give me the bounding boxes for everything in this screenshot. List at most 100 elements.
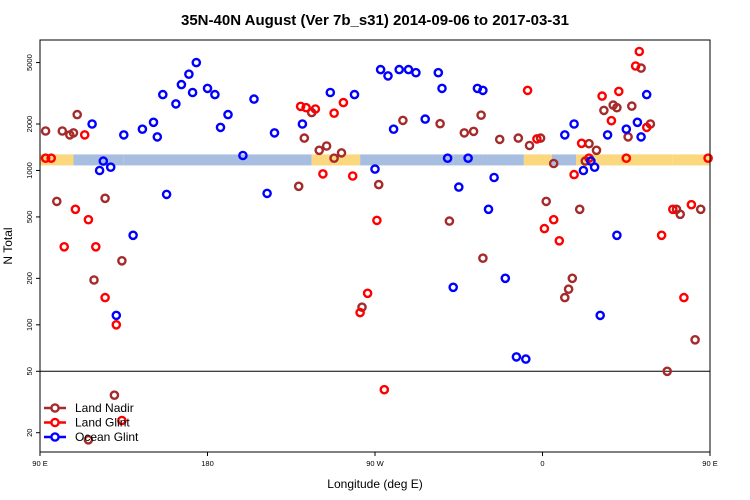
data-point (435, 118, 445, 129)
band-segment-land (523, 154, 552, 166)
band-segment-ocean (551, 154, 576, 166)
data-point (89, 275, 99, 285)
data-point (94, 165, 105, 176)
data-point (191, 57, 202, 68)
y-tick-label: 50 (25, 367, 34, 375)
data-point (554, 235, 565, 246)
x-tick-label: 180 (201, 459, 214, 468)
data-point (373, 179, 384, 190)
data-point (478, 85, 488, 96)
data-point (463, 153, 473, 163)
band-segment-ocean (360, 154, 454, 166)
data-point (117, 255, 127, 266)
data-point (614, 86, 624, 97)
y-axis: 20 50 100 200 500 1000 2000 5000 (25, 54, 40, 437)
data-point (668, 204, 678, 215)
data-point (215, 122, 226, 133)
y-axis-label: N Total (1, 227, 15, 264)
data-point (599, 105, 609, 116)
data-point (459, 128, 470, 138)
data-point (695, 204, 706, 215)
band-segment-land (311, 154, 361, 166)
data-point (117, 415, 127, 426)
data-point (630, 61, 641, 71)
data-point (111, 310, 122, 321)
data-point (137, 124, 148, 134)
data-point (602, 130, 613, 140)
data-point (336, 148, 347, 158)
data-point (476, 110, 486, 120)
data-point (522, 85, 533, 96)
data-point (91, 241, 101, 252)
data-point (483, 204, 494, 215)
data-point (489, 172, 499, 183)
data-point (563, 284, 574, 295)
data-point (325, 87, 336, 98)
data-point (238, 150, 248, 161)
data-point (420, 114, 431, 124)
data-point (210, 89, 220, 100)
band-segment-ocean (123, 154, 312, 166)
points-layer (40, 46, 713, 445)
data-point (560, 130, 570, 140)
data-point (632, 117, 643, 128)
series-1 (40, 46, 713, 426)
data-point (388, 124, 399, 134)
data-point (310, 104, 321, 114)
data-point (293, 181, 304, 192)
x-tick-label: 90 E (702, 459, 717, 468)
series-2 (87, 57, 652, 364)
data-point (394, 64, 405, 75)
data-point (148, 117, 159, 128)
data-point (584, 138, 594, 149)
x-tick-label: 0 (540, 459, 544, 468)
data-point (636, 132, 646, 142)
x-axis: 90 E 180 90 W 0 90 E (32, 452, 718, 468)
data-point (539, 223, 550, 234)
data-point (362, 288, 373, 299)
x-tick-label: 90 W (366, 459, 384, 468)
data-point (606, 115, 617, 126)
y-tick-label: 2000 (25, 116, 34, 133)
data-point (59, 241, 69, 252)
data-point (478, 253, 488, 264)
data-point (321, 141, 332, 151)
data-point (521, 354, 531, 364)
x-axis-label: Longitude (deg E) (327, 477, 422, 491)
data-point (597, 91, 607, 101)
data-point (314, 145, 325, 156)
band-segment-land (672, 154, 710, 166)
y-tick-label: 1000 (25, 162, 34, 179)
data-point (662, 366, 673, 377)
x-tick-label: 90 E (32, 459, 47, 468)
data-point (111, 319, 122, 330)
data-point (249, 94, 259, 104)
data-point (641, 89, 652, 100)
legend-label: Land Nadir (75, 401, 134, 415)
legend-marker (50, 417, 60, 428)
data-point (157, 89, 168, 100)
chart-title: 35N-40N August (Ver 7b_s31) 2014-09-06 t… (181, 12, 569, 29)
data-point (119, 130, 129, 140)
data-point (100, 292, 110, 303)
series-0 (40, 63, 706, 445)
data-point (301, 102, 311, 113)
data-point (567, 273, 578, 284)
data-point (176, 79, 187, 90)
y-tick-label: 100 (25, 319, 34, 332)
data-point (83, 214, 94, 225)
data-point (444, 216, 455, 226)
data-point (329, 153, 339, 163)
data-point (511, 352, 522, 362)
data-point (72, 109, 82, 120)
data-point (98, 156, 109, 166)
band-segment-ocean (482, 154, 524, 166)
data-point (295, 101, 306, 112)
data-point (105, 162, 116, 172)
data-point (656, 230, 667, 241)
data-point (641, 122, 652, 133)
data-point (548, 214, 559, 225)
data-point (576, 138, 587, 149)
